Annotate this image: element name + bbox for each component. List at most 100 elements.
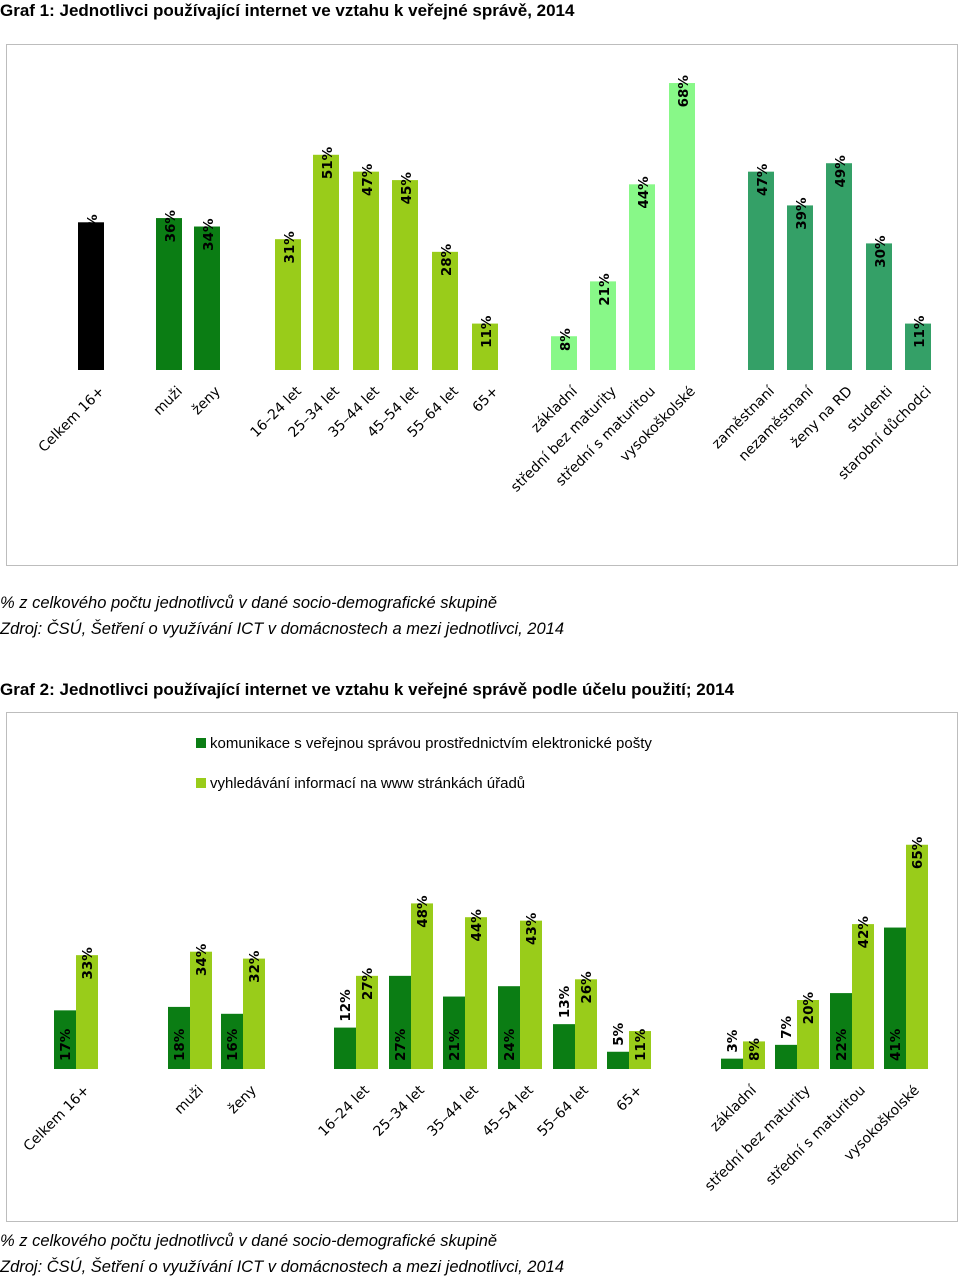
chart2-plot: 17% 33% Celkem 16+ 18% 34% muži 16% 32% ženy 12% 2… bbox=[21, 836, 928, 1194]
data-label-email: 5% bbox=[611, 1022, 627, 1045]
data-label: 30% bbox=[873, 235, 889, 268]
bar bbox=[353, 171, 379, 370]
data-label-email: 18% bbox=[172, 1028, 188, 1061]
data-label-www: 26% bbox=[579, 971, 595, 1004]
data-label-www: 65% bbox=[910, 836, 926, 869]
bar bbox=[313, 154, 339, 370]
data-label-email: 13% bbox=[557, 985, 573, 1018]
bar bbox=[194, 226, 220, 370]
chart1-note-line: % z celkového počtu jednotlivců v dané s… bbox=[0, 594, 498, 612]
data-label: 8% bbox=[558, 328, 574, 351]
data-label: 45% bbox=[399, 172, 415, 205]
bar bbox=[787, 205, 813, 370]
bar-www bbox=[575, 979, 597, 1069]
bar-email bbox=[168, 1006, 190, 1069]
data-label: 47% bbox=[755, 163, 771, 196]
data-label: 11% bbox=[912, 315, 928, 348]
bar-www bbox=[852, 924, 874, 1069]
bar-www bbox=[520, 920, 542, 1069]
legend-label-www: vyhledávání informací na www stránkách ú… bbox=[210, 774, 526, 792]
bar-www bbox=[356, 975, 378, 1069]
bar-www bbox=[906, 844, 928, 1069]
bar-email bbox=[607, 1051, 629, 1069]
data-label: 49% bbox=[833, 155, 849, 188]
data-label-email: 17% bbox=[58, 1028, 74, 1061]
x-tick-label: 65+ bbox=[470, 384, 502, 416]
bar-www bbox=[190, 951, 212, 1069]
data-label-www: 48% bbox=[415, 895, 431, 928]
bar bbox=[866, 243, 892, 370]
data-label-email: 24% bbox=[502, 1028, 518, 1061]
data-label: 28% bbox=[439, 243, 455, 276]
bar-email bbox=[553, 1024, 575, 1069]
legend-swatch-www bbox=[196, 778, 206, 788]
chart1-title: Graf 1: Jednotlivci používající internet… bbox=[0, 1, 575, 20]
data-label-www: 32% bbox=[247, 950, 263, 983]
legend-swatch-email bbox=[196, 738, 206, 748]
x-tick-label: střední s maturitou bbox=[763, 1083, 869, 1189]
x-tick-label: základní bbox=[707, 1082, 760, 1135]
chart1-note: % z celkového počtu jednotlivců v dané s… bbox=[0, 590, 564, 642]
bar bbox=[590, 281, 616, 370]
data-label: 35% bbox=[85, 214, 101, 247]
chart2-title: Graf 2: Jednotlivci používající internet… bbox=[0, 680, 735, 699]
data-label: 31% bbox=[282, 231, 298, 264]
bar-www bbox=[629, 1031, 651, 1069]
data-label-www: 11% bbox=[633, 1028, 649, 1061]
x-tick-label: 16–24 let bbox=[315, 1082, 373, 1140]
data-label-email: 3% bbox=[725, 1029, 741, 1052]
data-label-email: 21% bbox=[447, 1028, 463, 1061]
bar bbox=[826, 163, 852, 370]
bar bbox=[432, 251, 458, 370]
data-label-www: 44% bbox=[469, 909, 485, 942]
x-tick-label: Celkem 16+ bbox=[21, 1083, 93, 1155]
bar-www bbox=[743, 1041, 765, 1069]
bar-email bbox=[334, 1027, 356, 1069]
x-tick-label: muži bbox=[151, 384, 186, 419]
data-label-www: 43% bbox=[524, 912, 540, 945]
data-label: 51% bbox=[320, 146, 336, 179]
legend-item-www: vyhledávání informací na www stránkách ú… bbox=[196, 773, 652, 793]
bar-email bbox=[830, 993, 852, 1069]
data-label: 47% bbox=[360, 163, 376, 196]
chart2-note-line: % z celkového počtu jednotlivců v dané s… bbox=[0, 1232, 498, 1250]
chart2-legend: komunikace s veřejnou správou prostředni… bbox=[196, 733, 652, 813]
data-label-www: 42% bbox=[856, 916, 872, 949]
bar bbox=[551, 336, 577, 370]
bar-www bbox=[243, 958, 265, 1069]
bar-www bbox=[411, 903, 433, 1069]
data-label-email: 27% bbox=[393, 1028, 409, 1061]
data-label: 44% bbox=[636, 176, 652, 209]
bar-email bbox=[221, 1013, 243, 1069]
bar-email bbox=[389, 975, 411, 1069]
bar-email bbox=[884, 927, 906, 1069]
data-label: 21% bbox=[597, 273, 613, 306]
bar bbox=[472, 323, 498, 370]
bar-www bbox=[797, 1000, 819, 1069]
chart2-frame: 17% 33% Celkem 16+ 18% 34% muži 16% 32% ženy 12% 2… bbox=[6, 712, 958, 1222]
chart2-source-line: Zdroj: ČSÚ, Šetření o využívání ICT v do… bbox=[0, 1258, 564, 1276]
data-label-email: 16% bbox=[225, 1028, 241, 1061]
bar bbox=[629, 184, 655, 370]
data-label: 36% bbox=[163, 210, 179, 243]
data-label: 34% bbox=[201, 218, 217, 251]
bar bbox=[669, 83, 695, 370]
data-label-www: 33% bbox=[80, 947, 96, 980]
data-label-www: 27% bbox=[360, 967, 376, 1000]
chart1-source-line: Zdroj: ČSÚ, Šetření o využívání ICT v do… bbox=[0, 620, 564, 638]
x-tick-label: 45–54 let bbox=[479, 1082, 537, 1140]
bar-www bbox=[465, 917, 487, 1069]
bar-www bbox=[76, 955, 98, 1069]
x-tick-label: muži bbox=[172, 1083, 207, 1118]
x-tick-label: 55–64 let bbox=[534, 1082, 592, 1140]
legend-label-email: komunikace s veřejnou správou prostředni… bbox=[210, 734, 652, 752]
data-label-www: 20% bbox=[801, 992, 817, 1025]
bar-email bbox=[54, 1010, 76, 1069]
bar bbox=[156, 218, 182, 370]
x-tick-label: Celkem 16+ bbox=[36, 384, 108, 456]
bar bbox=[748, 171, 774, 370]
data-label-email: 7% bbox=[779, 1015, 795, 1038]
bar bbox=[78, 222, 104, 370]
data-label-email: 22% bbox=[834, 1028, 850, 1061]
